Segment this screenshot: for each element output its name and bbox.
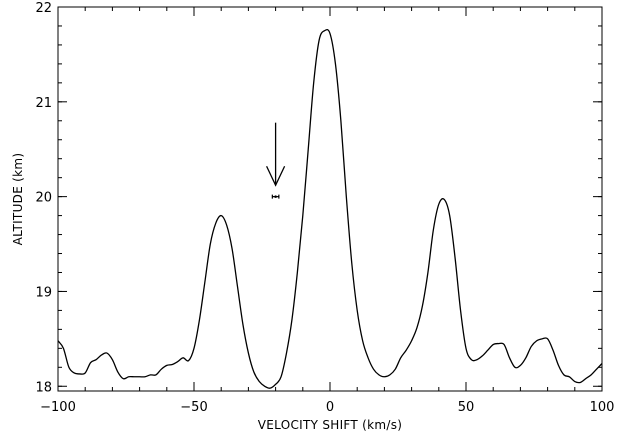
axis-ticks: [57, 6, 603, 391]
y-tick-label: 20: [35, 191, 52, 206]
x-tick-label: −100: [40, 400, 76, 415]
arrow-head: [266, 165, 286, 187]
y-tick-label: 22: [35, 1, 52, 16]
plot-frame: [57, 6, 603, 392]
data-point-marker: [274, 195, 277, 198]
y-tick-label: 19: [35, 285, 52, 300]
x-tick-label: 0: [326, 400, 334, 415]
x-tick-label: 100: [590, 400, 615, 415]
y-tick-label: 18: [35, 380, 52, 395]
y-axis-title: ALTITUDE (km): [11, 153, 25, 246]
x-tick-label: 50: [458, 400, 475, 415]
series-line: [57, 28, 603, 389]
axis-tick-labels: −100 −50 0 50 100 18 19 20 21 22: [35, 1, 614, 415]
annotation-group: [266, 122, 286, 199]
x-tick-label: −50: [180, 400, 207, 415]
y-tick-label: 21: [35, 96, 52, 111]
x-axis-title: VELOCITY SHIFT (km/s): [258, 418, 403, 432]
